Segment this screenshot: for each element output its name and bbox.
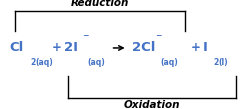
Text: (aq): (aq) <box>160 58 178 67</box>
Text: +: + <box>52 41 62 54</box>
Text: −: − <box>82 32 88 40</box>
Text: 2: 2 <box>213 58 219 67</box>
Text: Oxidation: Oxidation <box>124 100 180 109</box>
Text: Cl: Cl <box>10 41 24 54</box>
Text: 2: 2 <box>30 58 35 67</box>
Text: I: I <box>203 41 208 54</box>
Text: +: + <box>191 41 201 54</box>
Text: (aq): (aq) <box>35 58 53 67</box>
Text: (aq): (aq) <box>87 58 105 67</box>
Text: 2I: 2I <box>64 41 78 54</box>
Text: 2Cl: 2Cl <box>132 41 156 54</box>
Text: (l): (l) <box>219 58 228 67</box>
Text: −: − <box>155 32 161 40</box>
Text: Reduction: Reduction <box>70 0 129 8</box>
